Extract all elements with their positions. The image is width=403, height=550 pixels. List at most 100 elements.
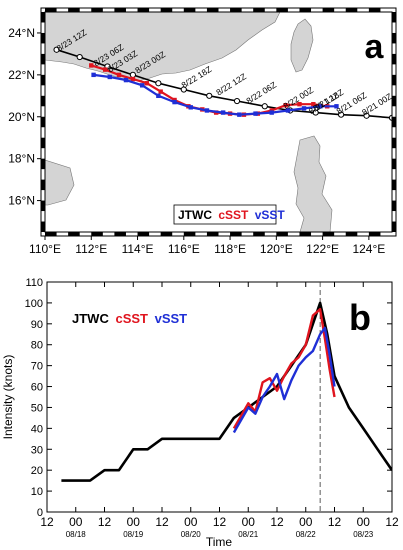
frame-check xyxy=(41,200,45,212)
frame-check xyxy=(206,8,219,12)
frame-check xyxy=(91,8,103,12)
track-point-jtwc xyxy=(180,86,187,93)
track-point-csst xyxy=(158,89,163,94)
panel-a-legend: JTWC cSST vSST xyxy=(173,204,286,225)
legend-b-csst: cSST xyxy=(115,311,148,326)
x-tick-label-b: 00 xyxy=(127,515,141,529)
track-point-vsst xyxy=(107,74,112,80)
date-label-b: 08/18 xyxy=(66,530,87,539)
frame-check xyxy=(183,232,196,236)
y-tick-label-b: 90 xyxy=(31,319,43,331)
frame-check xyxy=(368,232,381,236)
panel-b: 12 00 12 00 12 00 12 00 12 00 12 00 12 08/18 08/19 08/2… xyxy=(1,277,399,549)
y-tick-label-a: 20°N xyxy=(8,110,35,124)
frame-check xyxy=(392,95,396,107)
panel-a-tick-labels: 110°E 112°E 114°E 116°E 118°E 120°E 122°E 124°E… xyxy=(8,26,385,256)
frame-check xyxy=(392,158,396,170)
frame-check xyxy=(41,179,45,191)
track-point-vsst xyxy=(318,104,323,109)
track-point-csst xyxy=(311,101,316,107)
frame-check xyxy=(114,8,126,12)
land-island-west xyxy=(45,159,75,206)
x-tick-label-b: 12 xyxy=(270,515,284,529)
frame-check xyxy=(392,116,396,128)
x-tick-label-b: 00 xyxy=(242,515,256,529)
frame-check xyxy=(299,8,312,12)
x-tick-label-b: 12 xyxy=(98,515,112,529)
frame-check xyxy=(322,8,335,12)
y-tick-label-b: 50 xyxy=(31,402,43,414)
frame-check xyxy=(41,95,45,107)
frame-check xyxy=(392,32,396,44)
track-point-vsst xyxy=(253,111,258,116)
frame-check xyxy=(299,232,312,236)
date-label-b: 08/23 xyxy=(353,530,374,539)
track-point-jtwc xyxy=(261,103,268,110)
track-point-csst xyxy=(297,101,302,107)
frame-check xyxy=(392,221,396,232)
track-point-csst xyxy=(102,67,108,72)
land-mainland-china xyxy=(45,12,281,82)
panel-a-land xyxy=(45,12,333,232)
panel-a-tracks xyxy=(53,46,392,121)
x-tick-label-b: 12 xyxy=(328,515,342,529)
frame-check xyxy=(368,8,381,12)
track-point-vsst xyxy=(301,106,307,111)
legend-b-jtwc: JTWC xyxy=(72,311,109,326)
track-point-vsst xyxy=(334,104,339,109)
legend-a-jtwc: JTWC xyxy=(178,208,212,222)
frame-check xyxy=(41,74,45,86)
intensity-line-vsst xyxy=(232,326,336,434)
panel-a-frame xyxy=(40,7,397,237)
date-label-b: 08/20 xyxy=(181,530,202,539)
track-point-csst xyxy=(130,76,136,82)
x-tick-label-a: 110°E xyxy=(29,242,61,256)
track-point-vsst xyxy=(156,93,161,99)
panel-a-legend-box xyxy=(173,204,277,225)
track-point-vsst xyxy=(285,108,291,113)
y-tick-label-b: 0 xyxy=(37,507,43,519)
frame-check xyxy=(160,8,173,12)
frame-check xyxy=(392,53,396,65)
y-tick-label-b: 110 xyxy=(25,277,43,289)
frame-check xyxy=(137,232,150,236)
y-tick-label-a: 18°N xyxy=(8,152,35,166)
frame-check xyxy=(68,8,80,12)
frame-check xyxy=(41,12,45,23)
panel-b-lines xyxy=(61,282,392,512)
frame-check xyxy=(137,8,150,12)
track-point-vsst xyxy=(237,112,242,117)
y-tick-label-b: 10 xyxy=(31,486,43,498)
x-tick-label-a: 112°E xyxy=(75,242,107,256)
x-tick-label-b: 12 xyxy=(40,515,54,529)
frame-check xyxy=(230,8,242,12)
track-vsst xyxy=(93,73,337,116)
y-tick-label-a: 16°N xyxy=(8,194,35,208)
legend-a-csst: cSST xyxy=(218,208,249,222)
x-tick-label-a: 122°E xyxy=(306,242,339,256)
frame-check xyxy=(41,221,45,232)
frame-check xyxy=(345,8,358,12)
track-point-jtwc xyxy=(76,53,83,61)
legend-a-vsst: vSST xyxy=(255,208,286,222)
track-point-csst xyxy=(144,81,149,86)
frame-check xyxy=(41,116,45,128)
track-point-csst xyxy=(116,72,122,78)
track-point-jtwc xyxy=(363,112,370,119)
track-point-vsst xyxy=(91,72,96,78)
frame-check xyxy=(206,232,219,236)
track-point-vsst xyxy=(188,105,193,110)
y-tick-label-b: 60 xyxy=(31,382,43,394)
land-luzon xyxy=(293,135,333,232)
track-point-vsst xyxy=(139,83,145,88)
legend-b-vsst: vSST xyxy=(155,311,188,326)
track-point-jtwc xyxy=(206,92,213,99)
x-tick-label-b: 12 xyxy=(213,515,227,529)
panel-b-label: b xyxy=(349,297,371,338)
track-point-vsst xyxy=(123,77,129,83)
track-jtwc xyxy=(56,48,392,119)
frame-check xyxy=(41,32,45,44)
y-tick-label-b: 20 xyxy=(31,465,43,477)
